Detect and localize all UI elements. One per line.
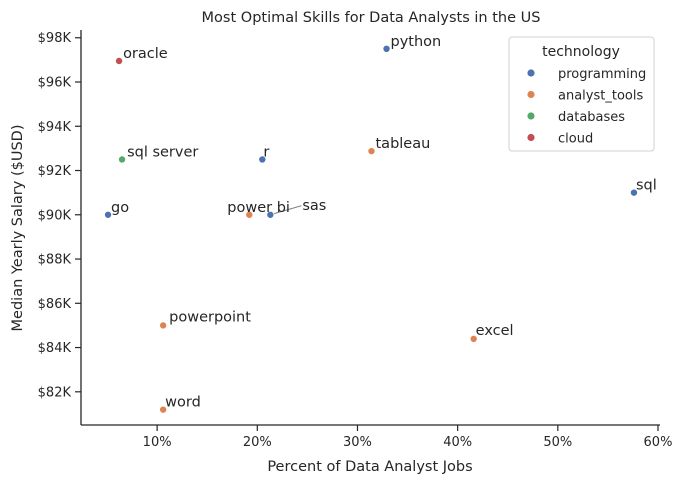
point-label-python: python	[391, 34, 442, 50]
y-ticks: $82K $84K $86K $88K $90K $92K $94K $96K $98K	[38, 31, 81, 400]
point-label-power-bi: power bi	[227, 200, 290, 216]
chart-title: Most Optimal Skills for Data Analysts in…	[202, 10, 541, 26]
x-ticks: 10% 20% 30% 40% 50% 60%	[143, 425, 673, 450]
data-point-go	[104, 210, 113, 219]
legend-label-cloud: cloud	[558, 132, 593, 147]
data-point-powerpoint	[159, 321, 168, 330]
axes	[80, 30, 660, 426]
point-label-powerpoint: powerpoint	[169, 309, 251, 325]
point-label-tableau: tableau	[376, 136, 431, 152]
point-label-r: r	[263, 144, 269, 160]
y-tick-label: $90K	[38, 208, 72, 223]
y-tick-label: $94K	[38, 120, 72, 135]
data-point-power-bi	[245, 210, 254, 219]
point-label-go: go	[111, 200, 129, 216]
x-tick-label: 30%	[343, 435, 372, 450]
legend-marker-databases	[527, 112, 535, 120]
point-label-excel: excel	[476, 323, 514, 339]
data-point-sql-server	[118, 155, 127, 164]
y-tick-label: $88K	[38, 253, 72, 268]
point-label-sas: sas	[302, 198, 326, 214]
data-point-oracle	[115, 56, 124, 65]
legend: technology programming analyst_toolsdatab…	[508, 36, 655, 152]
x-axis-title: Percent of Data Analyst Jobs	[267, 459, 472, 475]
legend-label-programming: programming	[558, 67, 646, 82]
x-tick-label: 20%	[243, 435, 272, 450]
y-tick-label: $84K	[38, 341, 72, 356]
y-tick-label: $96K	[38, 76, 72, 91]
x-tick-label: 50%	[543, 435, 572, 450]
legend-box	[508, 36, 655, 152]
legend-title: technology	[542, 44, 620, 60]
legend-entries: programming analyst_tools databases cloud	[527, 67, 646, 147]
data-point-excel	[469, 334, 478, 343]
legend-marker-programming	[527, 69, 535, 77]
point-label-oracle: oracle	[123, 46, 168, 62]
y-axis-title: Median Yearly Salary ($USD)	[10, 125, 26, 332]
point-labels: python oracle tableau sql server r sql go power…	[111, 34, 657, 411]
data-point-sas	[266, 210, 275, 219]
point-label-word: word	[165, 395, 201, 411]
legend-marker-analyst_tools	[527, 90, 535, 99]
point-label-sql: sql	[636, 178, 657, 194]
data-point-sql	[629, 188, 638, 197]
legend-label-analyst_tools: analyst_tools	[558, 89, 643, 104]
y-tick-label: $86K	[38, 297, 72, 312]
data-point-python	[382, 44, 391, 53]
data-point-r	[258, 155, 267, 164]
label-leader-lines	[270, 205, 302, 216]
data-point-word	[159, 405, 168, 414]
point-label-sql-server: sql server	[127, 144, 198, 160]
y-tick-label: $82K	[38, 385, 72, 400]
x-tick-label: 60%	[644, 435, 673, 450]
legend-marker-cloud	[527, 133, 535, 142]
y-tick-label: $98K	[38, 31, 72, 46]
data-points	[104, 44, 638, 414]
data-point-tableau	[367, 147, 376, 156]
leader-line-sas	[270, 205, 302, 216]
y-tick-label: $92K	[38, 164, 72, 179]
x-tick-label: 40%	[443, 435, 472, 450]
legend-label-databases: databases	[558, 110, 625, 125]
x-tick-label: 10%	[143, 435, 172, 450]
